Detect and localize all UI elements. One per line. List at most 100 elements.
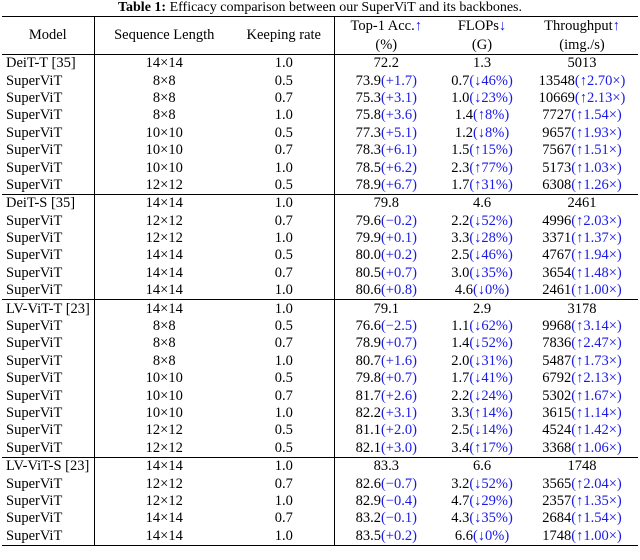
keeping-rate: 0.7	[274, 264, 293, 281]
throughput-value: 2357	[542, 492, 572, 509]
flops-value: 2.0	[451, 352, 470, 369]
accuracy-delta: (+0.7)	[380, 335, 417, 352]
accuracy-value: 81.1	[355, 422, 381, 439]
throughput-delta: (↑2.70×)	[574, 72, 626, 89]
model-name: SuperViT	[6, 475, 63, 492]
accuracy-delta: (+6.1)	[380, 142, 417, 159]
flops-delta: (↑31%)	[469, 176, 513, 193]
sequence-length: 8×8	[152, 352, 176, 369]
keeping-rate: 1.0	[274, 55, 293, 72]
flops-value: 4.6	[472, 195, 492, 212]
keeping-rate: 0.7	[274, 335, 293, 352]
flops-value: 1.7	[451, 370, 470, 387]
sequence-length: 12×12	[145, 422, 183, 439]
keeping-rate: 1.0	[274, 282, 293, 299]
model-cell: SuperViT	[2, 352, 95, 371]
throughput-cell: 10669(↑2.13×)	[526, 90, 638, 107]
accuracy-value: 82.6	[355, 475, 381, 492]
sequence-length: 14×14	[145, 264, 183, 281]
model-name: SuperViT	[6, 492, 63, 509]
model-cell: SuperViT	[2, 124, 95, 142]
accuracy-cell: 79.1	[334, 299, 438, 318]
flops-cell: 3.0(↓35%)	[438, 265, 526, 282]
throughput-cell: 9657(↑1.93×)	[526, 125, 638, 142]
keeping-rate: 1.0	[274, 107, 293, 124]
flops-delta: (↓52%)	[469, 335, 513, 352]
throughput-cell: 5173(↑1.03×)	[526, 159, 638, 176]
keeping-rate: 1.0	[274, 159, 293, 176]
accuracy-delta: (+5.1)	[380, 124, 417, 141]
accuracy-value: 73.9	[355, 72, 381, 89]
flops-cell: 1.3	[438, 54, 526, 73]
keeping-rate-cell: 0.5	[234, 439, 335, 458]
keeping-rate-cell: 0.7	[234, 335, 335, 353]
throughput-value: 2461	[542, 282, 572, 299]
accuracy-cell: 80.5(+0.7)	[334, 265, 438, 282]
model-name: SuperViT	[6, 318, 63, 335]
model-name: LV-ViT-S [23]	[6, 458, 90, 475]
accuracy-cell: 82.1(+3.0)	[334, 440, 438, 458]
table-row: SuperViT 8×8 1.0 75.8(+3.6) 1.4(↑8%) 7727(↑1.…	[2, 107, 638, 125]
keeping-rate: 0.5	[274, 176, 293, 193]
model-cell: SuperViT	[2, 335, 95, 353]
accuracy-delta: (+1.7)	[380, 72, 417, 89]
flops-cell: 4.3(↓35%)	[438, 510, 526, 527]
throughput-delta: (↑1.26×)	[571, 176, 622, 193]
model-name: SuperViT	[6, 282, 63, 299]
throughput-delta: (↑1.48×)	[571, 264, 622, 281]
keeping-rate-cell: 1.0	[234, 107, 335, 125]
flops-delta: (↓46%)	[469, 72, 513, 89]
throughput-delta: (↑2.47×)	[571, 335, 622, 352]
flops-cell: 1.1(↓62%)	[438, 318, 526, 335]
flops-delta: (↑15%)	[469, 142, 513, 159]
model-name: SuperViT	[6, 510, 63, 527]
table-body: DeiT-T [35] 14×14 1.0 72.2 1.3 5013 SuperViT 8×…	[2, 54, 638, 546]
keeping-rate-cell: 0.7	[234, 475, 335, 493]
table-row: SuperViT 12×12 0.7 82.6(−0.7) 3.2(↓52%) 3565(…	[2, 475, 638, 493]
keeping-rate: 0.5	[274, 72, 293, 89]
flops-value: 2.5	[451, 422, 470, 439]
throughput-value: 10669	[538, 89, 575, 106]
sequence-length: 8×8	[152, 318, 176, 335]
header-flops-unit: (G)	[471, 36, 493, 53]
sequence-length: 8×8	[152, 72, 176, 89]
accuracy-value: 80.6	[355, 282, 381, 299]
accuracy-delta: (+3.1)	[380, 405, 417, 421]
accuracy-delta: (+1.6)	[380, 352, 417, 369]
header-keep: Keeping rate	[234, 16, 335, 55]
model-cell: SuperViT	[2, 387, 95, 405]
up-arrow-icon: ↑	[612, 18, 620, 34]
accuracy-delta: (+2.6)	[380, 387, 417, 404]
throughput-delta: (↑1.54×)	[571, 510, 622, 527]
throughput-delta: (↑2.13×)	[571, 370, 622, 387]
flops-delta: (↓28%)	[469, 230, 513, 247]
sequence-length-cell: 14×14	[94, 247, 234, 264]
accuracy-cell: 79.8	[334, 194, 438, 213]
keeping-rate-cell: 0.7	[234, 89, 335, 108]
baseline-row: LV-ViT-S [23] 14×14 1.0 83.3 6.6 1748	[2, 456, 638, 476]
flops-value: 2.9	[472, 300, 492, 317]
flops-value: 2.2	[451, 387, 470, 404]
throughput-value: 3565	[542, 475, 572, 492]
throughput-value: 3368	[542, 439, 572, 456]
keeping-rate: 0.7	[274, 475, 293, 492]
flops-cell: 1.0(↓23%)	[438, 90, 526, 107]
model-cell: SuperViT	[2, 370, 95, 388]
keeping-rate-cell: 1.0	[234, 229, 335, 248]
sequence-length-cell: 10×10	[94, 142, 234, 159]
model-cell: SuperViT	[2, 89, 95, 108]
sequence-length-cell: 12×12	[94, 440, 234, 458]
table-row: SuperViT 10×10 0.5 79.8(+0.7) 1.7(↓41%) 6792(…	[2, 370, 638, 388]
model-cell: SuperViT	[2, 107, 95, 125]
flops-delta: (↓62%)	[469, 318, 513, 335]
model-cell: SuperViT	[2, 212, 95, 230]
throughput-value: 7567	[542, 142, 572, 159]
flops-value: 1.0	[451, 89, 470, 106]
model-name: SuperViT	[6, 124, 63, 141]
accuracy-delta: (+6.2)	[380, 159, 417, 176]
sequence-length: 12×12	[145, 475, 183, 492]
accuracy-value: 77.3	[355, 124, 381, 141]
accuracy-delta: (−0.7)	[380, 475, 417, 492]
throughput-value: 3371	[542, 230, 572, 247]
flops-value: 1.2	[454, 124, 473, 141]
